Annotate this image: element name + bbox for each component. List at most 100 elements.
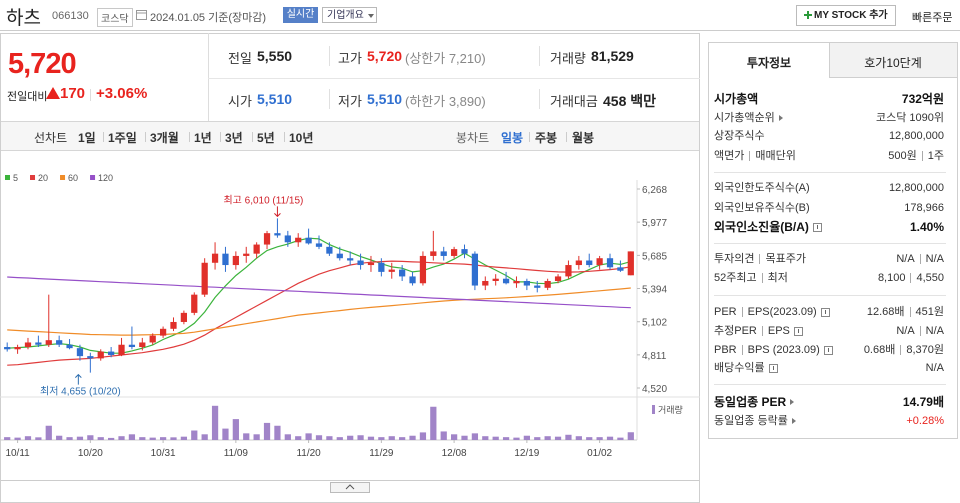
help-icon[interactable] <box>812 222 822 232</box>
row-label: 시가총액순위 <box>714 109 783 127</box>
up-triangle <box>46 87 60 99</box>
row-label: PBR BPS (2023.09) <box>714 341 833 359</box>
candle-body <box>471 253 479 286</box>
period-tab[interactable]: 10년 <box>289 131 314 145</box>
value-text: 12.68배 <box>866 306 905 318</box>
row-value: 8,100 4,550 <box>878 269 944 287</box>
value-text: 8,100 <box>877 272 906 284</box>
candle-body <box>523 280 530 286</box>
row-value: 12,800,000 <box>889 127 944 145</box>
row-value: 178,966 <box>904 199 944 217</box>
volume-bar <box>502 437 510 440</box>
legend-swatch <box>60 175 66 180</box>
info-row: 시가총액순위 코스닥 1090위 <box>714 109 944 127</box>
section-rule <box>714 172 946 173</box>
volume-bar <box>295 436 302 440</box>
change-label: 전일대비 <box>7 91 48 103</box>
help-icon[interactable] <box>793 326 803 336</box>
volume-bar <box>87 435 94 440</box>
separator <box>761 326 763 336</box>
tab-inactive <box>829 43 957 78</box>
help-icon[interactable] <box>820 307 830 317</box>
tab-sep <box>220 132 221 142</box>
row-value: 500원 1주 <box>888 147 944 165</box>
candle-body <box>201 262 208 295</box>
separator <box>741 345 743 355</box>
label-text: 상장주식수 <box>714 130 765 142</box>
period-tab[interactable]: 1일 <box>78 131 96 145</box>
candle-body <box>627 251 634 276</box>
divider <box>329 46 330 66</box>
volume-bar <box>191 430 198 440</box>
volume-bar <box>378 437 385 440</box>
candle-tab[interactable]: 월봉 <box>572 131 595 145</box>
separator <box>900 345 902 355</box>
mystock-button[interactable]: MY STOCK 추가 <box>796 5 896 26</box>
candle-body <box>56 340 63 345</box>
info-row: 외국인소진율(B/A) 1.40% <box>714 218 944 236</box>
row-label: 52주최고 최저 <box>714 269 788 287</box>
period-tab[interactable]: 5년 <box>257 131 275 145</box>
candle-body <box>461 249 468 254</box>
volume-bar <box>617 437 624 440</box>
candle-tab[interactable]: 일봉 <box>501 131 524 145</box>
value-text: 12,800,000 <box>888 182 944 194</box>
scroll-button[interactable] <box>330 482 370 493</box>
info-row: PER EPS(2023.09) 12.68배 451원 <box>714 303 944 321</box>
realtime-button[interactable]: 실시간 <box>283 7 318 23</box>
company-button[interactable]: 기업개요 <box>322 7 377 23</box>
candle-body <box>399 269 406 277</box>
label-text: 외국인한도주식수(A) <box>714 182 810 194</box>
value-text: +0.28% <box>906 415 944 427</box>
side-tab[interactable]: 투자정보 <box>746 56 792 70</box>
tab-sep <box>189 132 190 142</box>
candle-body <box>66 344 73 349</box>
candle-body <box>211 253 219 263</box>
volume-bar <box>274 425 281 440</box>
candle-body <box>232 255 239 266</box>
candle-body <box>367 262 375 266</box>
candle-body <box>565 265 572 277</box>
divider <box>90 89 91 101</box>
side-tab[interactable]: 호가10단계 <box>864 56 922 70</box>
row-label: 동일업종 등락률 <box>714 412 796 430</box>
label-text: EPS(2023.09) <box>747 306 817 318</box>
candle-body <box>315 243 323 247</box>
calendar-icon <box>136 10 147 20</box>
candle-body <box>274 233 281 236</box>
row-label: PER EPS(2023.09) <box>714 303 830 321</box>
candle-body <box>180 312 188 322</box>
legend-swatch <box>5 175 10 180</box>
y-tick-label: 6,268 <box>642 185 667 196</box>
x-tick-label: 12/19 <box>514 448 539 459</box>
candle-body <box>492 278 499 281</box>
volume-bar <box>118 436 125 440</box>
help-icon[interactable] <box>823 345 833 355</box>
legend-swatch <box>90 175 96 180</box>
quick-order[interactable]: 빠른주문 <box>912 12 953 24</box>
info-row: 추정PER EPS N/A N/A <box>714 322 944 340</box>
quote-label: 저가 <box>338 94 362 109</box>
candle-tab[interactable]: 주봉 <box>535 131 558 145</box>
period-tab[interactable]: 1주일 <box>108 131 137 145</box>
candle-body <box>87 356 94 359</box>
legend-swatch <box>30 175 36 180</box>
value-text: 451원 <box>915 306 944 318</box>
quote-value: 5,510 <box>257 91 293 107</box>
row-value: 12,800,000 <box>889 179 944 197</box>
row-label: 동일업종 PER <box>714 393 795 411</box>
candle-body <box>118 344 125 355</box>
candle-body <box>596 258 603 266</box>
value-text: N/A <box>925 253 944 265</box>
separator <box>759 254 761 264</box>
change-percent: +3.06% <box>96 85 148 102</box>
period-tab[interactable]: 3년 <box>225 131 243 145</box>
volume-bar <box>159 437 167 440</box>
candle-body <box>149 335 156 343</box>
period-tab[interactable]: 1년 <box>194 131 212 145</box>
separator <box>919 326 921 336</box>
value-text: 8,370원 <box>906 344 944 356</box>
help-icon[interactable] <box>768 363 778 373</box>
period-tab[interactable]: 3개월 <box>150 131 179 145</box>
candle-body <box>108 351 115 355</box>
